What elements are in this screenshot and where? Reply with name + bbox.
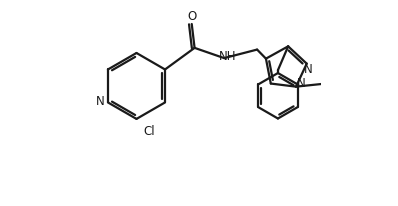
Text: N: N: [297, 77, 306, 90]
Text: NH: NH: [219, 50, 237, 63]
Text: N: N: [304, 63, 312, 76]
Text: N: N: [96, 95, 105, 108]
Text: O: O: [187, 10, 196, 23]
Text: Cl: Cl: [143, 125, 155, 138]
